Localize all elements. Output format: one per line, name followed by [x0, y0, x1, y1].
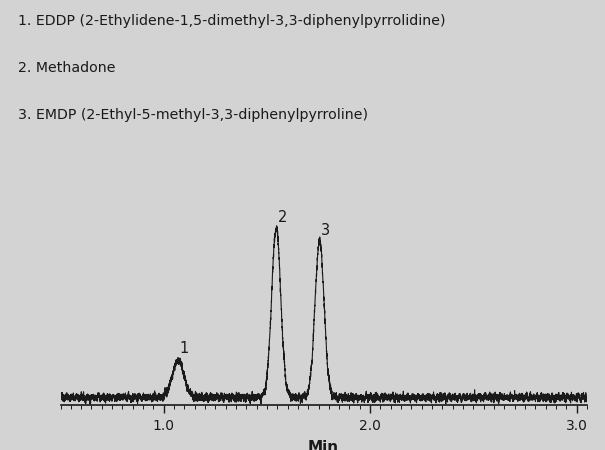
Text: 1: 1	[179, 341, 188, 356]
Text: 2: 2	[278, 210, 287, 225]
X-axis label: Min: Min	[308, 440, 339, 450]
Text: 3: 3	[321, 223, 330, 238]
Text: 1. EDDP (2-Ethylidene-1,5-dimethyl-3,3-diphenylpyrrolidine): 1. EDDP (2-Ethylidene-1,5-dimethyl-3,3-d…	[18, 14, 446, 27]
Text: 3. EMDP (2-Ethyl-5-methyl-3,3-diphenylpyrroline): 3. EMDP (2-Ethyl-5-methyl-3,3-diphenylpy…	[18, 108, 368, 122]
Text: 2. Methadone: 2. Methadone	[18, 61, 116, 75]
